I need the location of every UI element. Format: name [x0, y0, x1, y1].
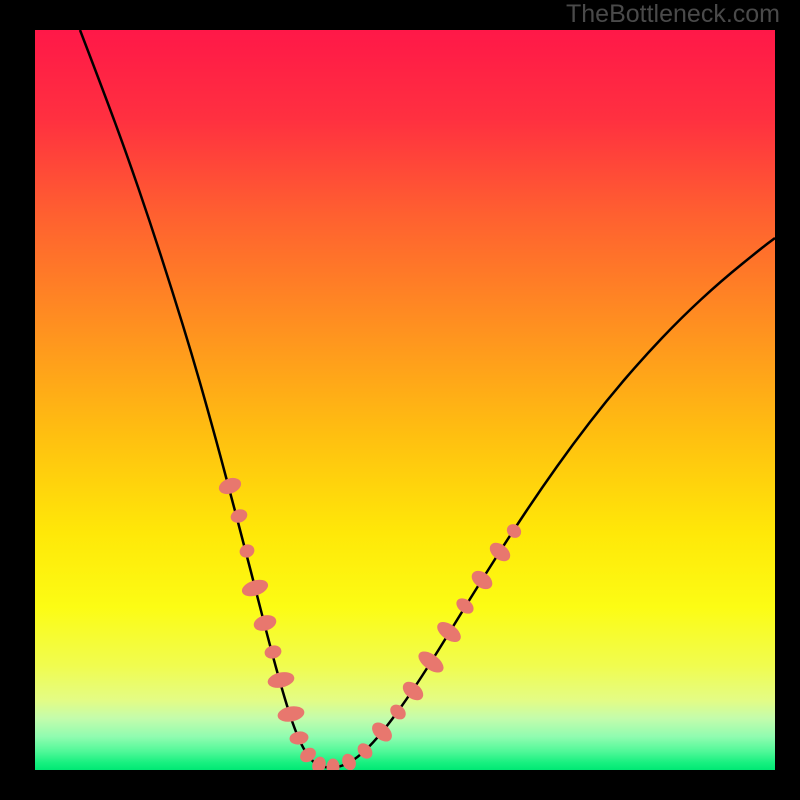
curve-marker: [289, 731, 308, 745]
curve-markers: [217, 476, 523, 770]
curve-marker: [264, 644, 282, 660]
plot-area: [35, 30, 775, 770]
bottleneck-curve: [35, 30, 775, 770]
curve-marker: [400, 679, 426, 704]
curve-marker: [229, 508, 248, 525]
curve-marker: [238, 543, 255, 559]
curve-marker: [217, 476, 242, 497]
chart-frame: TheBottleneck.com: [0, 0, 800, 800]
curve-marker: [327, 759, 339, 770]
watermark-text: TheBottleneck.com: [566, 0, 780, 29]
curve-marker: [487, 540, 513, 565]
curve-marker: [434, 619, 463, 646]
curve-marker: [416, 648, 447, 676]
curve-marker: [267, 670, 295, 689]
curve-marker: [454, 596, 476, 616]
curve-marker: [469, 568, 495, 592]
curve-marker: [277, 705, 305, 723]
curve-marker: [340, 752, 358, 770]
curve-marker: [240, 577, 269, 598]
curve-marker: [252, 613, 277, 633]
